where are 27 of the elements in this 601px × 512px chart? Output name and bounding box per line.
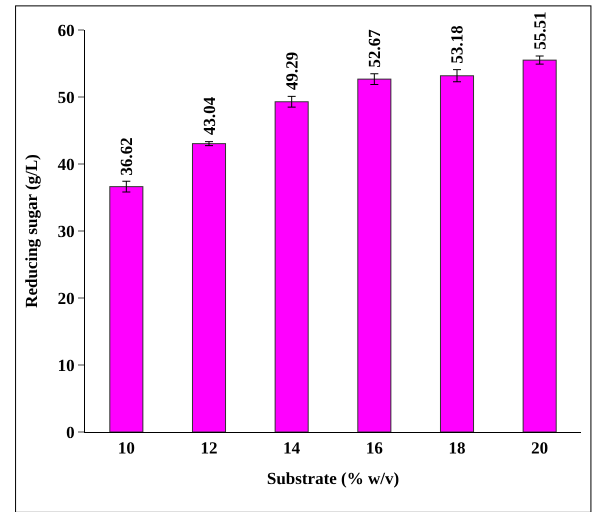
y-tick-label: 40 bbox=[58, 154, 75, 174]
bar bbox=[440, 75, 474, 432]
x-tick-label: 20 bbox=[531, 438, 548, 458]
y-tick-label: 60 bbox=[58, 20, 75, 40]
data-label: 43.04 bbox=[200, 96, 219, 136]
x-tick-label: 16 bbox=[366, 438, 383, 458]
x-tick-label: 10 bbox=[118, 438, 135, 458]
x-tick-label: 14 bbox=[283, 438, 301, 458]
y-tick-label: 30 bbox=[58, 222, 75, 241]
y-tick-label: 10 bbox=[58, 356, 75, 375]
x-axis-title: Substrate (% w/v) bbox=[266, 468, 400, 488]
bar bbox=[522, 60, 557, 432]
bar bbox=[274, 101, 309, 432]
y-tick-label: 20 bbox=[58, 288, 75, 308]
data-label: 49.29 bbox=[282, 52, 302, 90]
y-tick-label: 50 bbox=[58, 88, 75, 107]
data-label: 53.18 bbox=[447, 25, 466, 64]
data-label: 52.67 bbox=[365, 28, 384, 68]
data-label: 55.51 bbox=[530, 11, 550, 50]
bar bbox=[192, 143, 226, 432]
bar bbox=[357, 78, 392, 432]
bar bbox=[109, 186, 144, 432]
data-label: 36.62 bbox=[117, 137, 136, 176]
y-axis-title: Reducing sugar (g/L) bbox=[22, 154, 42, 308]
x-tick-label: 12 bbox=[200, 438, 218, 458]
x-tick-label: 18 bbox=[448, 438, 466, 458]
y-tick-label: 0 bbox=[66, 422, 75, 442]
